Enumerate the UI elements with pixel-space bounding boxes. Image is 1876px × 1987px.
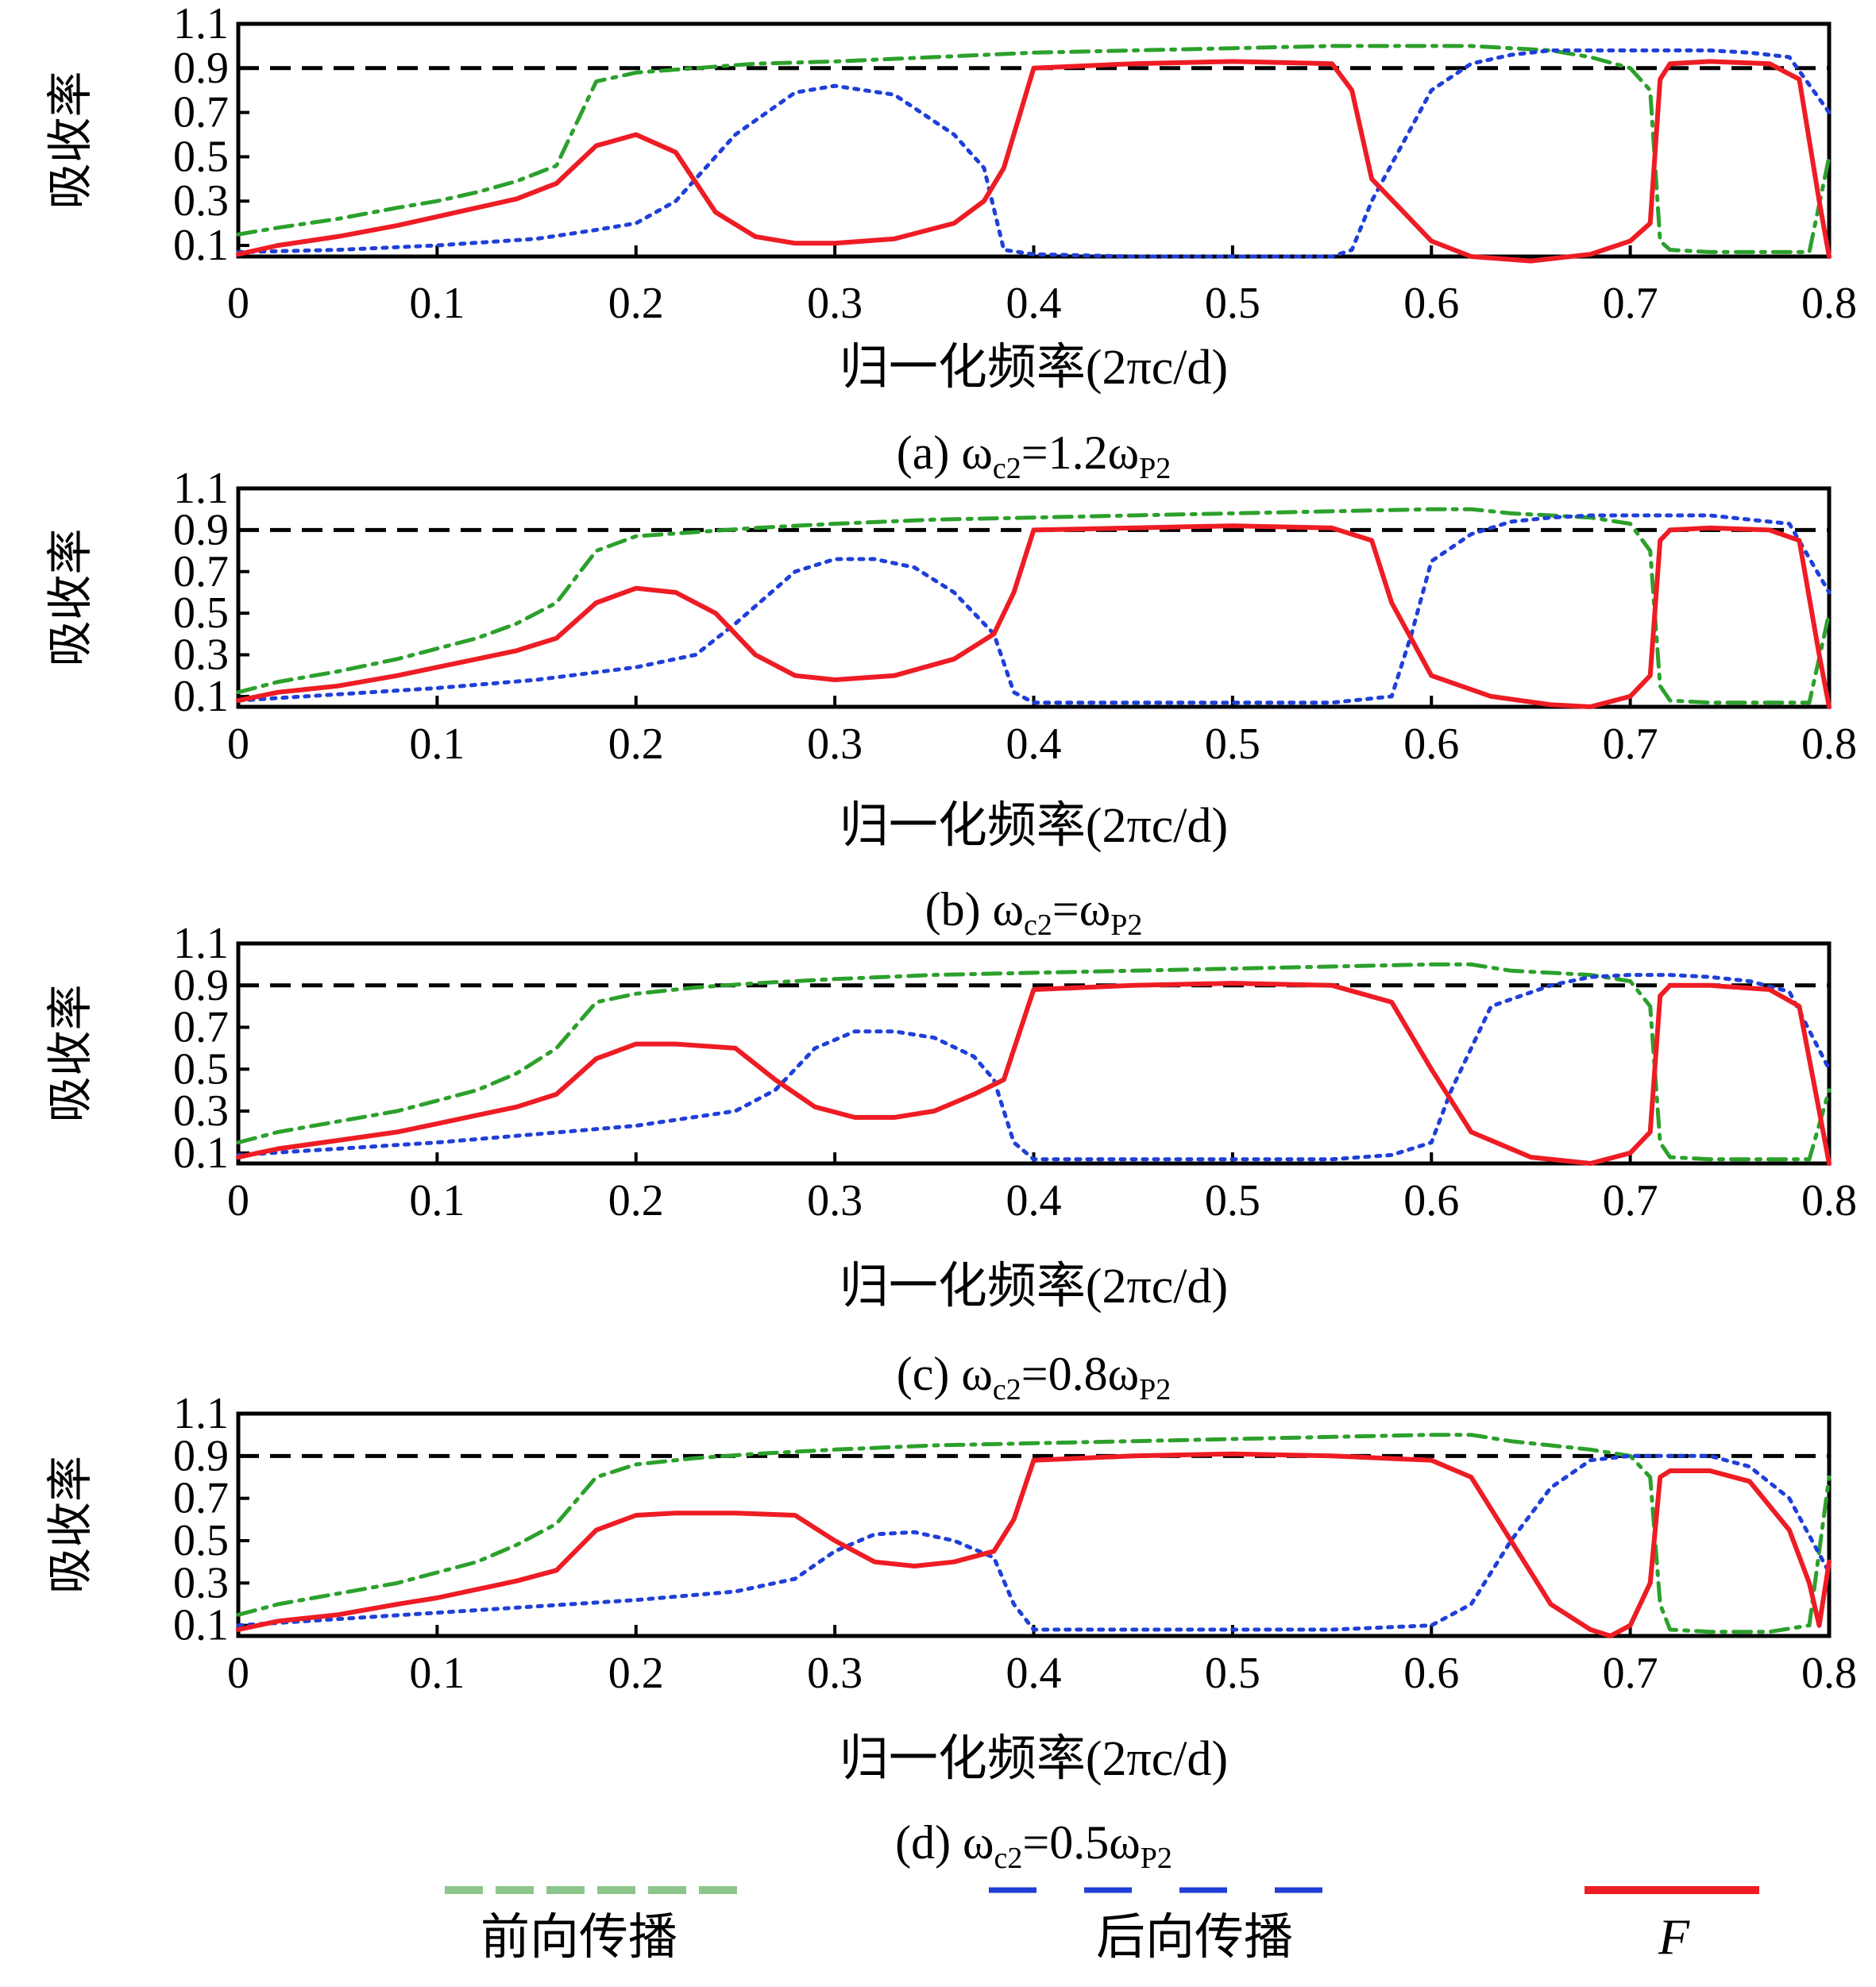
x-tick-label: 0.8	[1801, 1649, 1857, 1698]
x-tick-label: 0.4	[1006, 1176, 1062, 1225]
series-line-F	[236, 59, 1832, 264]
x-tick-label: 0	[227, 279, 249, 328]
y-axis-label: 吸收率	[43, 984, 97, 1122]
y-tick-label: 1.1	[173, 1389, 229, 1438]
chart-panel-1: 0.10.30.50.70.91.10 0.1 0.2 0.3 0.4 0.5 0.6 0.7…	[43, 0, 1857, 485]
plot-frame	[236, 1411, 1832, 1638]
y-axis-label: 吸收率	[43, 71, 97, 209]
x-tick-label: 0.2	[608, 720, 664, 769]
series-line-forward	[236, 507, 1832, 705]
x-tick-label: 0.8	[1801, 279, 1857, 328]
series-line-F	[236, 1451, 1832, 1638]
legend-forward-label: 前向传播	[481, 1908, 677, 1966]
panel-caption: (c) ωc2=0.8ωP2	[897, 1348, 1171, 1406]
series-line-F	[236, 523, 1832, 709]
y-tick-label: 0.5	[173, 1516, 229, 1565]
y-tick-label: 0.1	[173, 1601, 229, 1650]
x-tick-label: 0.5	[1205, 720, 1260, 769]
panel-caption: (b) ωc2=ωP2	[925, 883, 1143, 942]
y-tick-label: 0.3	[173, 176, 229, 226]
x-tick-label: 0.2	[608, 279, 664, 328]
chart-panel-2: 0.10.30.50.70.91.10 0.1 0.2 0.3 0.4 0.5 0.6 0.7…	[43, 464, 1857, 942]
x-tick-label: 0.2	[608, 1649, 664, 1698]
x-tick-label: 0.7	[1603, 720, 1658, 769]
x-tick-label: 0.8	[1801, 1176, 1857, 1225]
y-tick-label: 0.7	[173, 1003, 229, 1052]
x-tick-label: 0.6	[1403, 720, 1459, 769]
x-tick-label: 0.3	[807, 279, 863, 328]
y-tick-label: 0.3	[173, 631, 229, 680]
series-line-backward	[236, 513, 1832, 705]
x-tick-label: 0.6	[1403, 279, 1459, 328]
series-line-forward	[236, 962, 1832, 1162]
x-tick-label: 0.6	[1403, 1176, 1459, 1225]
y-tick-label: 0.5	[173, 1044, 229, 1094]
x-tick-label: 0.5	[1205, 1176, 1260, 1225]
y-tick-label: 0.9	[173, 961, 229, 1010]
x-tick-label: 0.6	[1403, 1649, 1459, 1698]
x-tick-label: 0	[227, 1176, 249, 1225]
y-tick-label: 1.1	[173, 464, 229, 513]
chart-panel-3: 0.10.30.50.70.91.10 0.1 0.2 0.3 0.4 0.5 0.6 0.7…	[43, 919, 1857, 1406]
y-tick-label: 0.3	[173, 1086, 229, 1136]
series-line-forward	[236, 44, 1832, 254]
legend: 前向传播 后向传播 F	[445, 1886, 1759, 1966]
y-tick-label: 0.9	[173, 44, 229, 93]
panel-caption: (a) ωc2=1.2ωP2	[897, 426, 1171, 485]
y-tick-label: 0.7	[173, 547, 229, 596]
panel-caption: (d) ωc2=0.5ωP2	[895, 1816, 1172, 1875]
x-tick-label: 0.8	[1801, 720, 1857, 769]
series-line-forward	[236, 1433, 1832, 1634]
x-tick-label: 0	[227, 720, 249, 769]
y-tick-label: 0.5	[173, 132, 229, 181]
x-tick-label: 0.1	[409, 1649, 465, 1698]
x-tick-label: 0.1	[409, 720, 465, 769]
y-tick-label: 0.9	[173, 505, 229, 554]
x-tick-label: 0.2	[608, 1176, 664, 1225]
y-tick-label: 0.1	[173, 221, 229, 270]
chart-panel-4: 0.10.30.50.70.91.10 0.1 0.2 0.3 0.4 0.5 0.6 0.7…	[43, 1389, 1857, 1875]
x-axis-label: 归一化频率(2πc/d)	[840, 1732, 1228, 1786]
x-tick-label: 0.4	[1006, 279, 1062, 328]
x-tick-label: 0.1	[409, 1176, 465, 1225]
x-tick-label: 0.7	[1603, 279, 1658, 328]
x-tick-label: 0.7	[1603, 1649, 1658, 1698]
y-tick-label: 1.1	[173, 919, 229, 968]
series-line-backward	[236, 48, 1832, 259]
x-tick-label: 0.1	[409, 279, 465, 328]
plot-frame	[236, 486, 1832, 709]
x-tick-label: 0.5	[1205, 1649, 1260, 1698]
x-tick-label: 0.4	[1006, 720, 1062, 769]
y-tick-label: 0.1	[173, 1129, 229, 1178]
y-tick-label: 1.1	[173, 0, 229, 48]
x-axis-label: 归一化频率(2πc/d)	[840, 799, 1228, 853]
x-tick-label: 0.3	[807, 720, 863, 769]
x-tick-label: 0.3	[807, 1176, 863, 1225]
series-line-backward	[236, 973, 1832, 1162]
x-tick-label: 0	[227, 1649, 249, 1698]
x-axis-label: 归一化频率(2πc/d)	[840, 341, 1228, 395]
x-axis-label: 归一化频率(2πc/d)	[840, 1260, 1228, 1314]
y-axis-label: 吸收率	[43, 1456, 97, 1594]
series-line-backward	[236, 1453, 1832, 1632]
y-tick-label: 0.3	[173, 1558, 229, 1607]
legend-backward-label: 后向传播	[1096, 1908, 1293, 1966]
x-tick-label: 0.4	[1006, 1649, 1062, 1698]
y-tick-label: 0.7	[173, 1474, 229, 1523]
y-tick-label: 0.9	[173, 1431, 229, 1480]
series-line-F	[236, 981, 1832, 1166]
plot-frame	[236, 21, 1832, 259]
legend-F-label: F	[1658, 1908, 1690, 1965]
chart-panels: 0.10.30.50.70.91.10 0.1 0.2 0.3 0.4 0.5 0.6 0.7…	[43, 0, 1857, 1875]
x-tick-label: 0.3	[807, 1649, 863, 1698]
y-axis-label: 吸收率	[43, 528, 97, 666]
x-tick-label: 0.5	[1205, 279, 1260, 328]
x-tick-label: 0.7	[1603, 1176, 1658, 1225]
y-tick-label: 0.7	[173, 88, 229, 137]
y-tick-label: 0.1	[173, 672, 229, 721]
y-tick-label: 0.5	[173, 588, 229, 638]
